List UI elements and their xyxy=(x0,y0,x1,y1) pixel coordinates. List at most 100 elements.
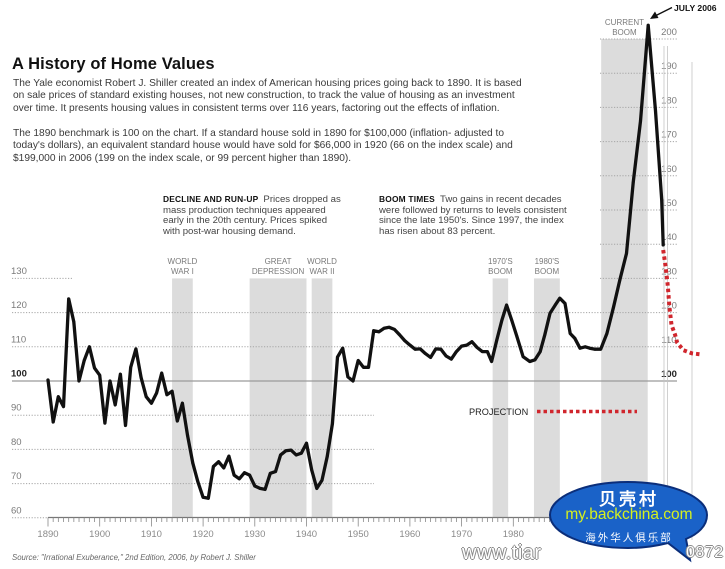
data-point xyxy=(325,455,329,458)
data-point xyxy=(515,335,519,338)
world-war-i-label: WORLD xyxy=(168,257,198,266)
1980s-boom-band xyxy=(533,278,560,518)
y-tick-label-left: 120 xyxy=(11,300,27,311)
paragraph-line: $199,000 in 2006 (199 on the index scale… xyxy=(13,152,352,164)
data-point xyxy=(460,344,463,348)
data-point xyxy=(294,453,298,457)
peak-annotation: JULY 2006 xyxy=(674,3,717,13)
great-depression-label: DEPRESSION xyxy=(252,267,305,276)
data-point xyxy=(625,252,628,255)
data-point xyxy=(310,468,314,472)
data-point xyxy=(444,354,448,358)
data-point xyxy=(155,391,159,395)
data-point xyxy=(263,488,267,491)
data-point xyxy=(387,325,391,329)
data-point xyxy=(103,421,107,425)
paragraph-line: on sale prices of standard existing hous… xyxy=(13,90,515,102)
y-tick-label-right: 120 xyxy=(661,301,677,312)
data-point xyxy=(599,347,603,351)
x-tick-label: 1910 xyxy=(141,529,162,540)
annotation-line: were followed by returns to levels consi… xyxy=(379,204,567,216)
data-point xyxy=(72,320,76,324)
paragraph-line: over time. It presents housing values in… xyxy=(13,102,500,114)
data-point xyxy=(429,356,432,359)
data-point xyxy=(612,305,615,309)
world-war-i-band xyxy=(172,278,193,518)
data-point xyxy=(490,360,493,363)
data-point xyxy=(320,478,324,482)
1970s-boom-label: 1970'S xyxy=(488,257,513,266)
data-point xyxy=(362,365,365,369)
x-tick-label: 1960 xyxy=(399,529,420,540)
data-point xyxy=(631,181,635,185)
data-point xyxy=(51,420,55,424)
data-point xyxy=(486,350,489,353)
data-point xyxy=(593,347,597,351)
data-point xyxy=(449,357,453,361)
home-value-series xyxy=(46,23,665,500)
y-tick-label-right: 140 xyxy=(661,232,677,243)
annotation-line: has risen about 83 percent. xyxy=(379,225,496,237)
1970s-boom-label: BOOM xyxy=(488,267,513,276)
data-point xyxy=(56,395,60,399)
y-tick-label-right: 200 xyxy=(661,27,677,38)
data-point xyxy=(505,303,508,307)
1970s-boom-band xyxy=(492,278,509,518)
benchmark-paragraph: The 1890 benchmark is 100 on the chart. … xyxy=(13,128,513,165)
annotation-label: BOOM TIMES xyxy=(379,194,435,204)
data-point xyxy=(119,372,122,376)
data-point xyxy=(398,333,401,337)
y-tick-label-right: 150 xyxy=(661,198,677,209)
y-tick-label-left: 110 xyxy=(11,334,26,345)
data-point xyxy=(274,470,277,473)
data-point xyxy=(248,473,252,477)
data-point xyxy=(500,318,504,322)
watermark-text-end: 0872 xyxy=(686,544,724,561)
world-war-ii-label: WAR II xyxy=(309,267,334,276)
data-point xyxy=(237,477,241,481)
data-point xyxy=(206,496,210,500)
data-point xyxy=(124,424,127,427)
data-point xyxy=(465,343,469,347)
data-point xyxy=(98,373,102,377)
annotation-label: DECLINE AND RUN-UP xyxy=(163,194,259,204)
data-point xyxy=(528,360,532,363)
data-point xyxy=(284,449,288,453)
data-point xyxy=(201,495,205,499)
data-point xyxy=(588,346,592,350)
y-tick-label-right: 100 xyxy=(661,369,677,380)
data-point xyxy=(289,448,293,452)
paragraph-line: today's dollars), an equivalent standard… xyxy=(13,140,513,152)
data-point xyxy=(563,302,567,305)
data-point xyxy=(408,343,412,347)
watermark-tagline: 海外华人俱乐部 xyxy=(585,532,673,544)
data-point xyxy=(573,336,577,340)
current-boom-label: BOOM xyxy=(612,28,637,37)
data-point xyxy=(113,403,117,407)
source-credit: Source: "Irrational Exuberance," 2nd Edi… xyxy=(12,553,256,562)
data-point xyxy=(336,355,339,359)
data-point xyxy=(346,375,350,379)
data-point xyxy=(639,119,642,123)
data-point xyxy=(88,345,91,349)
data-point xyxy=(62,405,65,408)
data-point xyxy=(377,330,381,334)
world-war-ii-label: WORLD xyxy=(307,257,337,266)
data-point xyxy=(222,466,226,470)
intro-paragraph: The Yale economist Robert J. Shiller cre… xyxy=(13,78,522,115)
paragraph-line: The Yale economist Robert J. Shiller cre… xyxy=(13,78,522,89)
y-tick-label-right: 160 xyxy=(661,164,677,175)
data-point xyxy=(382,326,386,330)
annotation-text: Two gains in recent decades xyxy=(439,194,562,205)
annotation-text: Prices dropped as xyxy=(263,194,341,205)
home-value-index-line xyxy=(46,23,665,500)
data-point xyxy=(455,350,458,353)
data-point xyxy=(150,401,153,405)
world-war-i-label: WAR I xyxy=(171,267,194,276)
data-point xyxy=(646,23,650,27)
data-point xyxy=(351,379,355,383)
data-point xyxy=(578,346,582,350)
annotation-line: since the late 1950's. Since 1997, the i… xyxy=(379,215,564,226)
x-tick-label: 1900 xyxy=(89,529,110,540)
